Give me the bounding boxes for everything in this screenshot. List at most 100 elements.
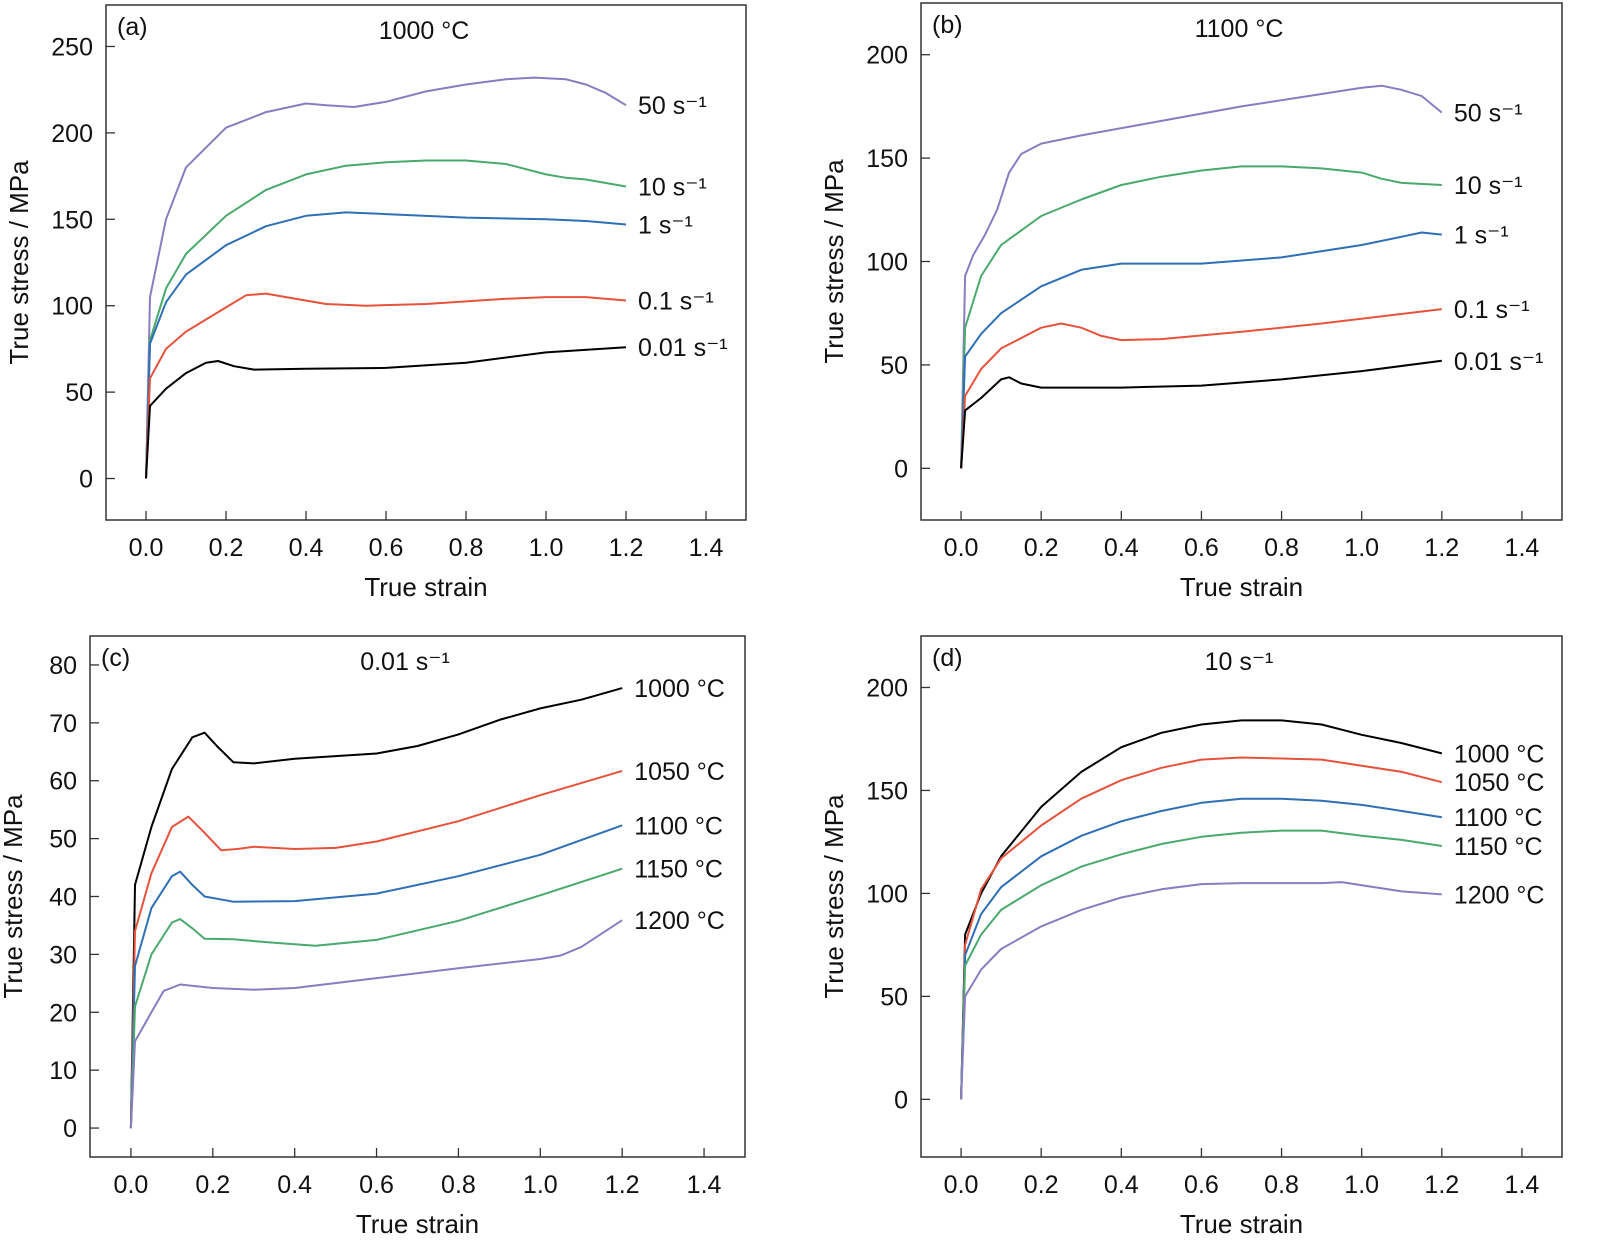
y-tick-label: 20	[49, 999, 77, 1027]
series-line	[129, 687, 623, 1129]
panel-title: 10 s⁻¹	[1205, 648, 1274, 676]
x-tick-label: 1.4	[1505, 534, 1540, 562]
series-line	[129, 824, 623, 1129]
x-tick-label: 1.0	[529, 534, 564, 562]
panel-label: (a)	[117, 13, 148, 41]
panel-b: 0.0 0.2 0.4 0.6 0.8 1.0 1.2 1.4 0 50 100 150 200 True…	[819, 2, 1563, 602]
series-line	[129, 867, 623, 1129]
y-tick-label: 100	[51, 293, 93, 321]
series-label: 1100 °C	[1454, 804, 1543, 832]
series-line	[960, 881, 1442, 1100]
y-tick-label: 50	[880, 352, 908, 380]
y-tick-label: 250	[51, 33, 93, 61]
series-label: 1200 °C	[1454, 881, 1545, 909]
series-label: 1050 °C	[634, 758, 725, 786]
x-tick-label: 0.6	[359, 1171, 394, 1199]
x-tick-label: 1.4	[689, 534, 724, 562]
x-tick-label: 1.2	[1424, 534, 1459, 562]
series-label: 1050 °C	[1454, 769, 1545, 797]
panel-label: (d)	[932, 644, 963, 672]
series-label: 1100 °C	[634, 812, 723, 840]
series-line	[145, 211, 627, 479]
plot-frame	[89, 635, 746, 1158]
series-line	[960, 359, 1442, 469]
x-tick-label: 0.2	[1024, 1171, 1059, 1199]
x-tick-label: 0.4	[1104, 534, 1139, 562]
y-axis-label: True stress / MPa	[819, 794, 849, 999]
y-tick-label: 50	[49, 826, 77, 854]
series-line	[145, 76, 627, 479]
y-tick-label: 50	[880, 983, 908, 1011]
y-tick-label: 70	[49, 710, 77, 738]
y-axis-label: True stress / MPa	[4, 160, 34, 365]
y-tick-label: 100	[866, 249, 908, 277]
x-tick-label: 1.0	[1344, 1171, 1379, 1199]
series-label: 10 s⁻¹	[1454, 172, 1523, 200]
series-line	[960, 829, 1442, 1100]
x-tick-label: 0.4	[277, 1171, 312, 1199]
panel-label: (c)	[101, 644, 130, 672]
y-tick-label: 150	[866, 777, 908, 805]
plot-frame	[105, 4, 747, 521]
series-line	[960, 797, 1442, 1100]
x-tick-label: 0.0	[129, 534, 164, 562]
series-line	[960, 165, 1442, 469]
panel-title: 0.01 s⁻¹	[360, 648, 450, 676]
y-tick-label: 100	[866, 880, 908, 908]
panel-label: (b)	[932, 11, 963, 39]
x-tick-label: 0.4	[1104, 1171, 1139, 1199]
x-tick-label: 0.0	[944, 534, 979, 562]
y-tick-label: 0	[79, 466, 93, 494]
y-tick-label: 30	[49, 941, 77, 969]
x-tick-label: 0.2	[209, 534, 244, 562]
x-tick-label: 1.2	[1424, 1171, 1459, 1199]
x-tick-label: 1.2	[609, 534, 644, 562]
panel-c: 0.0 0.2 0.4 0.6 0.8 1.0 1.2 1.4 0 10 20 30 40 50 60 70 8…	[0, 635, 746, 1239]
x-tick-label: 1.4	[687, 1171, 722, 1199]
x-tick-label: 1.4	[1505, 1171, 1540, 1199]
series-line	[960, 719, 1443, 1100]
series-line	[960, 308, 1442, 469]
series-label: 1000 °C	[634, 675, 725, 703]
y-tick-label: 200	[866, 42, 908, 70]
series-line	[129, 769, 623, 1129]
y-axis-label: True stress / MPa	[0, 794, 28, 999]
series-label: 0.01 s⁻¹	[638, 334, 728, 362]
y-tick-label: 150	[51, 206, 93, 234]
x-tick-label: 1.0	[523, 1171, 558, 1199]
y-tick-label: 200	[51, 120, 93, 148]
series-label: 1150 °C	[634, 856, 723, 884]
x-tick-label: 0.0	[944, 1171, 979, 1199]
series-label: 1200 °C	[634, 907, 725, 935]
x-tick-label: 1.0	[1344, 534, 1379, 562]
x-tick-label: 0.8	[1264, 534, 1299, 562]
y-tick-label: 80	[49, 652, 77, 680]
x-tick-label: 0.6	[1184, 534, 1219, 562]
series-line	[960, 756, 1443, 1100]
x-tick-label: 0.4	[289, 534, 324, 562]
y-tick-label: 0	[894, 1086, 908, 1114]
y-tick-label: 200	[866, 674, 908, 702]
series-label: 0.01 s⁻¹	[1454, 348, 1544, 376]
panel-d: 0.0 0.2 0.4 0.6 0.8 1.0 1.2 1.4 0 50 100 150 200 True…	[819, 635, 1563, 1239]
series-label: 10 s⁻¹	[638, 173, 707, 201]
series-label: 50 s⁻¹	[638, 92, 707, 120]
series-line	[145, 159, 627, 479]
x-tick-label: 0.0	[114, 1171, 149, 1199]
x-tick-label: 0.8	[441, 1171, 476, 1199]
x-tick-label: 0.8	[1264, 1171, 1299, 1199]
series-line	[960, 84, 1443, 469]
y-tick-label: 150	[866, 145, 908, 173]
x-tick-label: 0.2	[1024, 534, 1059, 562]
series-label: 50 s⁻¹	[1454, 100, 1523, 128]
x-axis-label: True strain	[356, 1209, 479, 1239]
panel-title: 1100 °C	[1195, 15, 1284, 43]
series-label: 1 s⁻¹	[1454, 222, 1509, 250]
panel-a: 0.0 0.2 0.4 0.6 0.8 1.0 1.2 1.4 0 50 100 150 200 250 T…	[4, 4, 747, 602]
x-tick-label: 1.2	[605, 1171, 640, 1199]
series-line	[960, 231, 1442, 469]
series-label: 1150 °C	[1454, 833, 1543, 861]
y-tick-label: 60	[49, 768, 77, 796]
plot-frame	[920, 635, 1563, 1158]
